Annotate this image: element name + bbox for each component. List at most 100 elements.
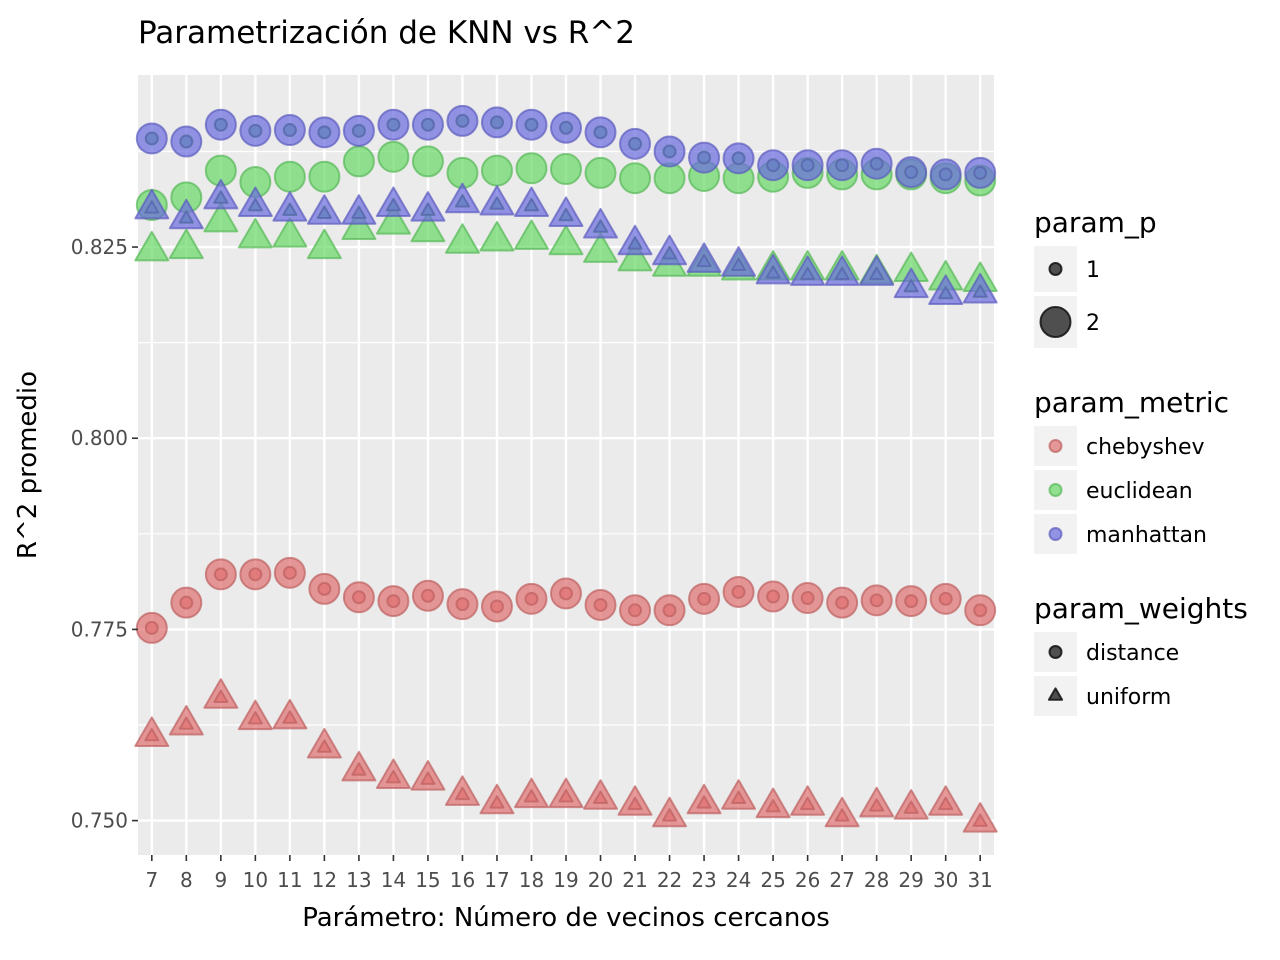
x-tick-label: 20: [588, 868, 613, 892]
x-tick-label: 31: [967, 868, 992, 892]
point-chebyshev-uniform-p1: [213, 689, 229, 704]
point-manhattan-uniform-p1: [385, 197, 402, 212]
point-chebyshev-uniform-p1: [523, 789, 540, 803]
legend-label: 1: [1086, 258, 1100, 283]
point-chebyshev-uniform-p1: [385, 769, 402, 784]
legend-size-key: [1039, 306, 1072, 338]
point-chebyshev-distance-p1: [179, 595, 194, 610]
point-manhattan-uniform-p1: [489, 196, 505, 210]
point-manhattan-uniform-p1: [592, 219, 609, 233]
point-manhattan-distance-p1: [800, 158, 815, 173]
point-chebyshev-distance-p1: [662, 603, 677, 618]
point-manhattan-distance-p1: [697, 150, 712, 165]
x-tick-label: 26: [795, 868, 820, 892]
point-chebyshev-distance-p1: [593, 597, 608, 612]
x-tick-label: 30: [933, 868, 958, 892]
legend-size-key: [1048, 262, 1063, 276]
x-tick-label: 13: [346, 868, 371, 892]
x-tick-label: 25: [760, 868, 785, 892]
point-chebyshev-distance-p1: [248, 567, 263, 582]
point-chebyshev-distance-p1: [904, 594, 919, 609]
x-tick-label: 23: [691, 868, 716, 892]
x-tick-label: 17: [484, 868, 509, 892]
point-euclidean-distance-p2: [550, 153, 582, 186]
point-chebyshev-distance-p1: [973, 603, 988, 618]
point-manhattan-distance-p1: [179, 134, 194, 149]
point-chebyshev-uniform-p1: [627, 796, 643, 811]
y-tick-label: 0.775: [71, 617, 128, 641]
point-manhattan-distance-p1: [731, 151, 746, 166]
point-manhattan-uniform-p1: [627, 236, 643, 250]
point-chebyshev-distance-p1: [731, 584, 746, 599]
y-tick-label: 0.825: [71, 235, 128, 259]
point-manhattan-distance-p1: [628, 136, 643, 151]
point-euclidean-distance-p2: [273, 160, 306, 193]
point-chebyshev-uniform-p1: [661, 808, 678, 822]
y-tick-label: 0.750: [71, 809, 128, 833]
point-chebyshev-uniform-p1: [178, 716, 194, 730]
point-manhattan-distance-p1: [904, 165, 919, 180]
legend-color-key: [1048, 439, 1063, 453]
point-manhattan-distance-p1: [317, 125, 332, 140]
x-tick-label: 10: [243, 868, 268, 892]
point-manhattan-uniform-p1: [903, 278, 919, 293]
point-manhattan-distance-p1: [144, 131, 159, 146]
point-chebyshev-uniform-p1: [316, 739, 332, 753]
legend-title: param_p: [1034, 206, 1157, 239]
legend-label: distance: [1086, 641, 1179, 666]
point-euclidean-distance-p2: [653, 162, 686, 195]
point-chebyshev-distance-p1: [455, 597, 470, 612]
point-euclidean-uniform-p2: [168, 228, 204, 260]
x-tick-label: 24: [726, 868, 751, 892]
x-tick-label: 8: [180, 868, 193, 892]
point-manhattan-distance-p1: [489, 115, 504, 130]
legend-label: manhattan: [1086, 523, 1207, 548]
point-chebyshev-uniform-p1: [869, 798, 885, 812]
point-euclidean-uniform-p2: [272, 217, 308, 248]
point-chebyshev-distance-p1: [317, 581, 332, 596]
point-euclidean-uniform-p2: [203, 201, 239, 233]
point-chebyshev-uniform-p1: [834, 808, 850, 822]
legend-label: uniform: [1086, 685, 1171, 710]
point-euclidean-uniform-p2: [341, 209, 377, 240]
point-manhattan-distance-p1: [282, 123, 297, 138]
point-manhattan-distance-p1: [766, 158, 781, 173]
chart-title: Parametrización de KNN vs R^2: [138, 15, 635, 51]
point-manhattan-uniform-p1: [730, 257, 747, 271]
point-chebyshev-uniform-p1: [282, 710, 298, 724]
y-tick-label: 0.800: [71, 426, 128, 450]
point-manhattan-uniform-p1: [972, 284, 988, 298]
point-manhattan-distance-p1: [593, 125, 608, 140]
point-euclidean-distance-p2: [515, 152, 548, 185]
point-manhattan-uniform-p1: [661, 246, 678, 260]
point-euclidean-distance-p2: [411, 145, 444, 178]
legend-shape-key: [1047, 687, 1064, 701]
point-manhattan-distance-p1: [938, 167, 953, 182]
point-manhattan-uniform-p1: [247, 197, 263, 212]
x-tick-label: 19: [553, 868, 578, 892]
point-chebyshev-distance-p1: [559, 586, 573, 601]
data-points: [134, 104, 998, 833]
point-manhattan-distance-p1: [455, 113, 470, 128]
point-euclidean-uniform-p2: [617, 240, 653, 272]
point-euclidean-uniform-p2: [306, 228, 342, 260]
point-manhattan-distance-p1: [835, 158, 850, 173]
point-manhattan-distance-p1: [248, 123, 263, 138]
legend-shape-key: [1048, 645, 1063, 659]
x-tick-label: 27: [829, 868, 854, 892]
axes: 0.750 0.775 0.800 0.825 7 8 9 10 11 12 13 14 15 16 17 1…: [71, 235, 993, 892]
point-manhattan-uniform-p1: [800, 266, 816, 281]
point-euclidean-distance-p2: [377, 140, 410, 173]
legend-label: 2: [1086, 311, 1100, 336]
point-chebyshev-uniform-p1: [730, 790, 747, 804]
point-euclidean-distance-p2: [308, 160, 341, 193]
point-chebyshev-distance-p1: [144, 620, 159, 635]
point-chebyshev-distance-p1: [628, 603, 643, 618]
point-manhattan-uniform-p1: [316, 205, 332, 219]
point-euclidean-distance-p2: [480, 154, 513, 187]
point-chebyshev-uniform-p1: [558, 789, 574, 803]
point-chebyshev-distance-p1: [524, 591, 539, 606]
point-euclidean-uniform-p2: [375, 204, 411, 235]
point-chebyshev-distance-p1: [766, 589, 781, 604]
point-manhattan-distance-p1: [386, 117, 401, 132]
